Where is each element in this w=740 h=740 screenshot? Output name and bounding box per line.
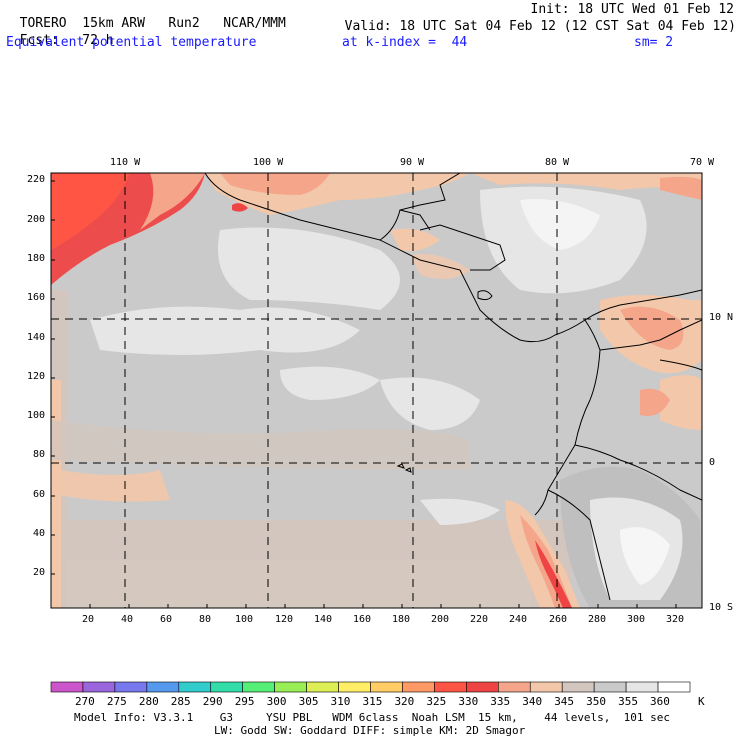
colorbar-label: 285 [170,695,191,708]
y-tick: 20 [33,567,46,578]
colorbar-label: 330 [458,695,479,708]
x-tick: 320 [666,614,685,625]
y-tick: 220 [27,174,46,185]
y-tick: 120 [27,371,46,382]
colorbar-label: 315 [362,695,383,708]
colorbar-label: 295 [234,695,255,708]
smoothing-value: sm= 2 [634,35,674,50]
x-tick: 180 [392,614,411,625]
colorbar-label: 305 [298,695,319,708]
colorbar-swatch [50,681,84,693]
lon-label: 80 W [545,157,570,168]
colorbar-label: 340 [522,695,543,708]
fcst-value: 72 h [82,33,114,48]
colorbar-swatch [434,681,467,693]
header-model: TORERO 15km ARW Run2 NCAR/MMM [4,3,286,31]
fcst-label: Fcst: [19,33,59,48]
x-tick: 260 [549,614,568,625]
colorbar-swatch [306,681,339,693]
model-run: Run2 [168,16,200,31]
y-tick: 60 [33,489,46,500]
x-tick: 40 [121,614,134,625]
coastlines [204,173,702,601]
colorbar-swatch [370,681,403,693]
lon-label: 110 W [110,157,141,168]
x-tick: 100 [235,614,254,625]
colorbar-swatch [561,681,595,693]
colorbar-swatch [657,681,691,693]
x-tick: 80 [199,614,212,625]
colorbar-label: 360 [650,695,670,708]
colorbar-swatch [466,681,499,693]
y-tick: 200 [27,214,46,225]
field-name: Equivalent potential temperature [6,35,257,50]
y-tick: 160 [27,292,46,303]
colorbar-swatch [82,681,116,693]
colorbar-label: 350 [586,695,607,708]
colorbar-swatch [242,681,275,693]
model-org: NCAR/MMM [223,16,286,31]
x-tick: 200 [431,614,450,625]
colorbar-label: 335 [490,695,511,708]
x-tick: 160 [353,614,372,625]
colorbar-swatch [146,681,180,693]
level-index: at k-index = 44 [342,35,468,50]
colorbar-swatch [529,681,563,693]
colorbar-label: 275 [106,695,127,708]
colorbar-label: 270 [74,695,95,708]
colorbar-swatch [338,681,371,693]
colorbar-label: 355 [618,695,638,708]
lon-label: 90 W [400,157,425,168]
x-tick: 220 [470,614,489,625]
model-info: Model Info: V3.3.1 G3 YSU PBL WDM 6class… [74,711,671,724]
colorbar-unit: K [698,695,705,708]
y-tick: 180 [27,253,46,264]
y-tick: 40 [33,528,46,539]
colorbar-label: 325 [426,695,447,708]
valid-time: Valid: 18 UTC Sat 04 Feb 12 (12 CST Sat … [344,19,736,34]
lat-label: 10 S [709,602,734,613]
x-tick: 120 [275,614,294,625]
colorbar-label: 290 [202,695,223,708]
lon-label: 70 W [690,157,715,168]
y-tick: 140 [27,332,46,343]
model-resolution: 15km ARW [82,16,145,31]
colorbar-swatch [625,681,659,693]
x-tick: 280 [588,614,607,625]
colorbar-label: 280 [138,695,159,708]
graticule [51,173,702,608]
y-tick: 80 [33,449,46,460]
colorbar-swatch [274,681,307,693]
map-frame [50,172,703,609]
colorbar-swatch [497,681,531,693]
colorbar-label: 320 [394,695,415,708]
colorbar-swatch [178,681,212,693]
lon-label: 100 W [253,157,284,168]
colorbar-swatch [593,681,627,693]
y-tick: 100 [27,410,46,421]
colorbar-label: 310 [330,695,351,708]
x-tick: 140 [314,614,333,625]
x-tick: 20 [82,614,95,625]
init-time: Init: 18 UTC Wed 01 Feb 12 [530,2,735,17]
x-tick: 240 [509,614,528,625]
lat-label: 10 N [709,312,734,323]
colorbar-label: 300 [266,695,287,708]
physics-info: LW: Godd SW: Goddard DIFF: simple KM: 2D… [214,724,526,737]
x-tick: 60 [160,614,173,625]
model-name: TORERO [19,16,67,31]
colorbar-swatch [114,681,148,693]
lat-label: 0 [709,457,716,468]
x-tick: 300 [627,614,646,625]
forecast-hour: Fcst: 72 h [4,20,114,48]
colorbar-label: 345 [554,695,575,708]
colorbar-swatch [210,681,244,693]
colorbar-swatch [402,681,435,693]
colorbar [50,681,691,693]
